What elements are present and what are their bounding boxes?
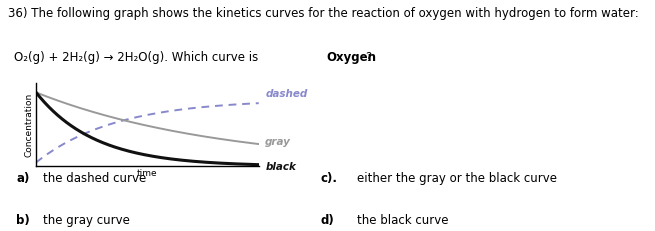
X-axis label: time: time	[137, 169, 158, 178]
Text: black: black	[265, 162, 296, 172]
Y-axis label: Concentration: Concentration	[24, 93, 33, 157]
Text: ?: ?	[365, 51, 372, 64]
Text: O₂(g) + 2H₂(g) → 2H₂O(g). Which curve is: O₂(g) + 2H₂(g) → 2H₂O(g). Which curve is	[14, 51, 263, 64]
Text: gray: gray	[265, 137, 291, 147]
Text: Oxygen: Oxygen	[326, 51, 376, 64]
Text: b): b)	[16, 214, 30, 227]
Text: the gray curve: the gray curve	[43, 214, 130, 227]
Text: c).: c).	[321, 172, 338, 185]
Text: d): d)	[321, 214, 335, 227]
Text: dashed: dashed	[265, 89, 308, 99]
Text: either the gray or the black curve: either the gray or the black curve	[357, 172, 557, 185]
Text: the black curve: the black curve	[357, 214, 449, 227]
Text: 36) The following graph shows the kinetics curves for the reaction of oxygen wit: 36) The following graph shows the kineti…	[8, 7, 639, 20]
Text: the dashed curve: the dashed curve	[43, 172, 146, 185]
Text: a): a)	[16, 172, 29, 185]
